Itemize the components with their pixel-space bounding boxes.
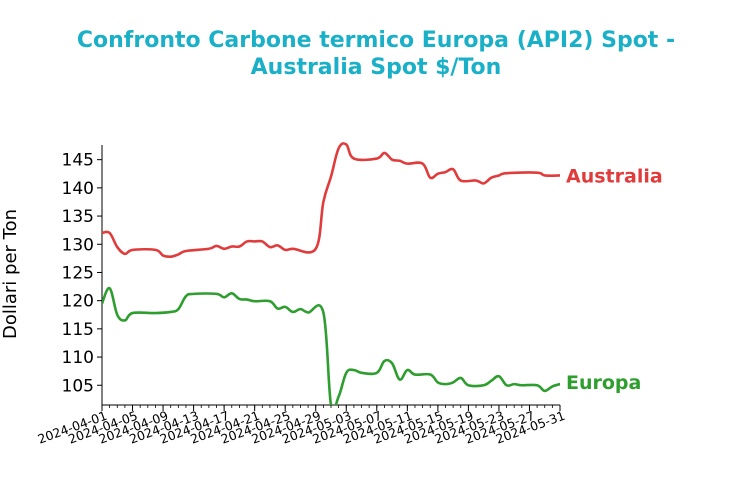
y-tick-label: 120 [62, 292, 94, 312]
series-line-europa [102, 286, 560, 405]
chart-title-line1: Confronto Carbone termico Europa (API2) … [77, 28, 675, 53]
plot-area [102, 142, 560, 405]
series-labels: Australia Europa [566, 165, 663, 393]
y-tick-label: 140 [62, 179, 94, 199]
y-tick-label: 110 [62, 348, 94, 368]
y-tick-label: 125 [62, 263, 94, 283]
y-tick-label: 115 [62, 320, 94, 340]
series-label-australia: Australia [566, 165, 663, 187]
y-tick-label: 105 [62, 376, 94, 396]
y-tick-label: 135 [62, 207, 94, 227]
y-tick-label: 145 [62, 151, 94, 171]
series-label-europa: Europa [566, 372, 641, 394]
axes: 1051101151201251301351401452024-04-01202… [36, 145, 567, 447]
y-axis-label: Dollari per Ton [0, 209, 21, 339]
y-tick-label: 130 [62, 235, 94, 255]
chart-title-line2: Australia Spot $/Ton [251, 55, 502, 80]
series-line-australia [102, 142, 560, 259]
